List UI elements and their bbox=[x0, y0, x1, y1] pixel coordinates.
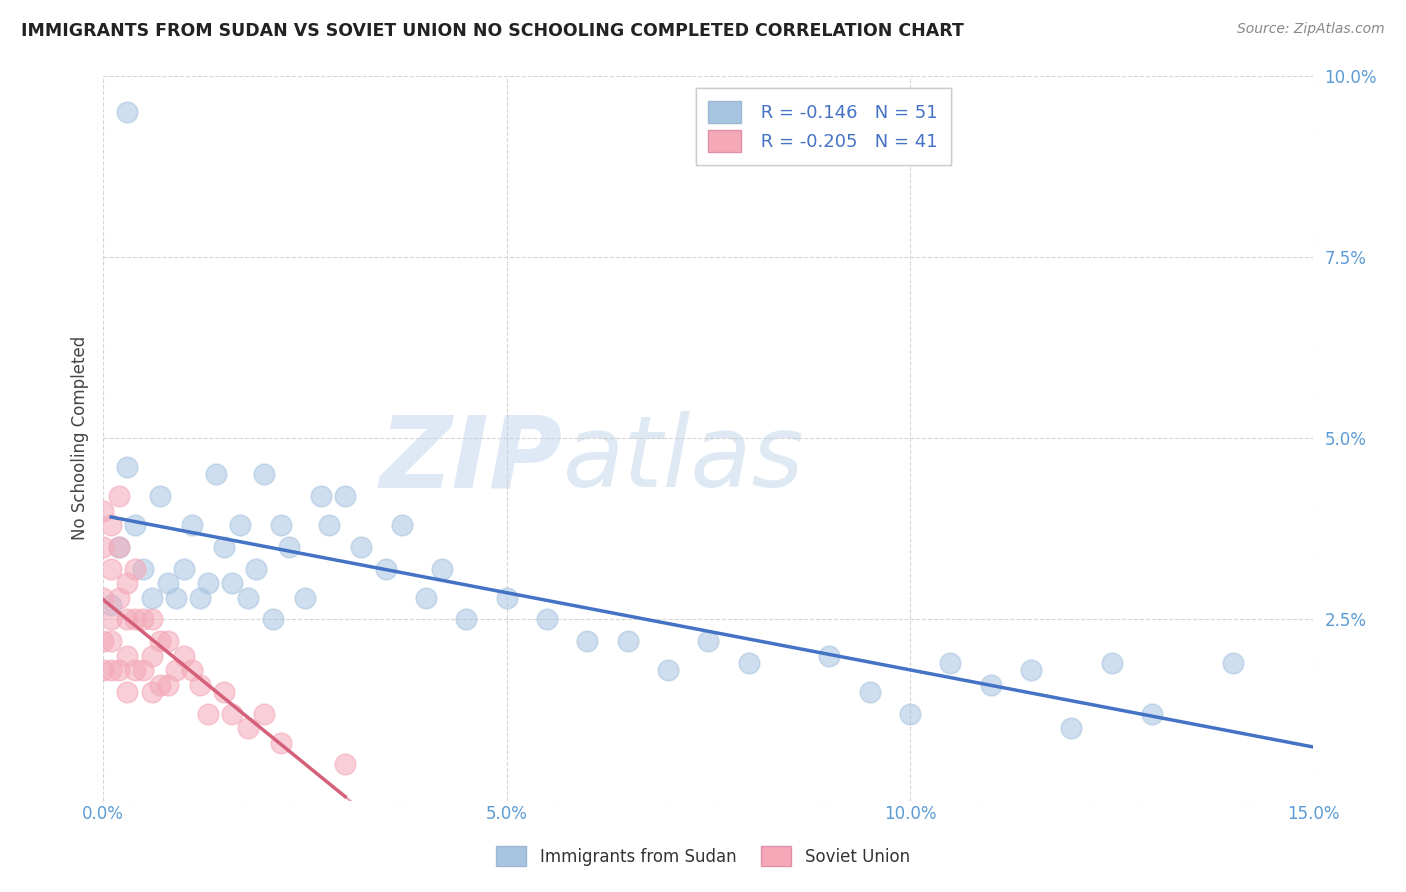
Point bbox=[117, 612, 139, 626]
Point bbox=[898, 706, 921, 721]
Point bbox=[309, 489, 332, 503]
Point bbox=[657, 663, 679, 677]
Point bbox=[117, 460, 139, 475]
Point bbox=[91, 591, 114, 605]
Point bbox=[212, 540, 235, 554]
Text: ZIP: ZIP bbox=[380, 411, 562, 508]
Point bbox=[536, 612, 558, 626]
Point bbox=[173, 561, 195, 575]
Point bbox=[132, 612, 155, 626]
Point bbox=[165, 591, 187, 605]
Point bbox=[188, 591, 211, 605]
Point bbox=[270, 736, 292, 750]
Point bbox=[117, 685, 139, 699]
Point bbox=[253, 706, 276, 721]
Point bbox=[221, 706, 243, 721]
Point bbox=[100, 634, 122, 648]
Point bbox=[100, 518, 122, 533]
Point bbox=[132, 561, 155, 575]
Point bbox=[124, 612, 146, 626]
Point bbox=[245, 561, 267, 575]
Point bbox=[1019, 663, 1042, 677]
Point bbox=[697, 634, 720, 648]
Text: IMMIGRANTS FROM SUDAN VS SOVIET UNION NO SCHOOLING COMPLETED CORRELATION CHART: IMMIGRANTS FROM SUDAN VS SOVIET UNION NO… bbox=[21, 22, 965, 40]
Point bbox=[188, 677, 211, 691]
Point bbox=[374, 561, 396, 575]
Point bbox=[1060, 721, 1083, 735]
Point bbox=[253, 467, 276, 482]
Point bbox=[156, 677, 179, 691]
Point bbox=[238, 721, 260, 735]
Point bbox=[229, 518, 252, 533]
Point bbox=[108, 591, 131, 605]
Point bbox=[124, 561, 146, 575]
Point bbox=[318, 518, 340, 533]
Point bbox=[818, 648, 841, 663]
Point bbox=[100, 663, 122, 677]
Point bbox=[221, 576, 243, 591]
Point bbox=[100, 612, 122, 626]
Point bbox=[495, 591, 517, 605]
Point bbox=[108, 540, 131, 554]
Point bbox=[91, 634, 114, 648]
Legend:  R = -0.146   N = 51,  R = -0.205   N = 41: R = -0.146 N = 51, R = -0.205 N = 41 bbox=[696, 88, 950, 165]
Point bbox=[197, 576, 219, 591]
Point bbox=[1101, 656, 1123, 670]
Point bbox=[141, 591, 163, 605]
Point bbox=[149, 489, 172, 503]
Point bbox=[117, 104, 139, 119]
Point bbox=[1140, 706, 1163, 721]
Point bbox=[415, 591, 437, 605]
Point bbox=[262, 612, 284, 626]
Point bbox=[132, 663, 155, 677]
Point bbox=[430, 561, 453, 575]
Point bbox=[180, 663, 202, 677]
Point bbox=[149, 677, 172, 691]
Point bbox=[270, 518, 292, 533]
Point bbox=[91, 540, 114, 554]
Point bbox=[141, 648, 163, 663]
Point bbox=[91, 663, 114, 677]
Point bbox=[141, 612, 163, 626]
Legend: Immigrants from Sudan, Soviet Union: Immigrants from Sudan, Soviet Union bbox=[488, 838, 918, 875]
Point bbox=[165, 663, 187, 677]
Point bbox=[100, 598, 122, 612]
Point bbox=[117, 648, 139, 663]
Point bbox=[939, 656, 962, 670]
Point bbox=[91, 503, 114, 517]
Point bbox=[156, 634, 179, 648]
Point bbox=[294, 591, 316, 605]
Point bbox=[156, 576, 179, 591]
Point bbox=[333, 757, 356, 772]
Point bbox=[212, 685, 235, 699]
Point bbox=[173, 648, 195, 663]
Point bbox=[124, 518, 146, 533]
Point bbox=[391, 518, 413, 533]
Point bbox=[858, 685, 880, 699]
Point bbox=[277, 540, 299, 554]
Point bbox=[108, 663, 131, 677]
Point bbox=[1222, 656, 1244, 670]
Point bbox=[197, 706, 219, 721]
Point bbox=[980, 677, 1002, 691]
Point bbox=[456, 612, 478, 626]
Point bbox=[205, 467, 228, 482]
Point bbox=[124, 663, 146, 677]
Point bbox=[616, 634, 638, 648]
Point bbox=[149, 634, 172, 648]
Text: atlas: atlas bbox=[562, 411, 804, 508]
Point bbox=[141, 685, 163, 699]
Point bbox=[180, 518, 202, 533]
Text: Source: ZipAtlas.com: Source: ZipAtlas.com bbox=[1237, 22, 1385, 37]
Point bbox=[576, 634, 599, 648]
Point bbox=[350, 540, 373, 554]
Point bbox=[108, 489, 131, 503]
Point bbox=[737, 656, 759, 670]
Point bbox=[333, 489, 356, 503]
Point bbox=[238, 591, 260, 605]
Point bbox=[117, 576, 139, 591]
Point bbox=[100, 561, 122, 575]
Point bbox=[108, 540, 131, 554]
Y-axis label: No Schooling Completed: No Schooling Completed bbox=[72, 336, 89, 541]
